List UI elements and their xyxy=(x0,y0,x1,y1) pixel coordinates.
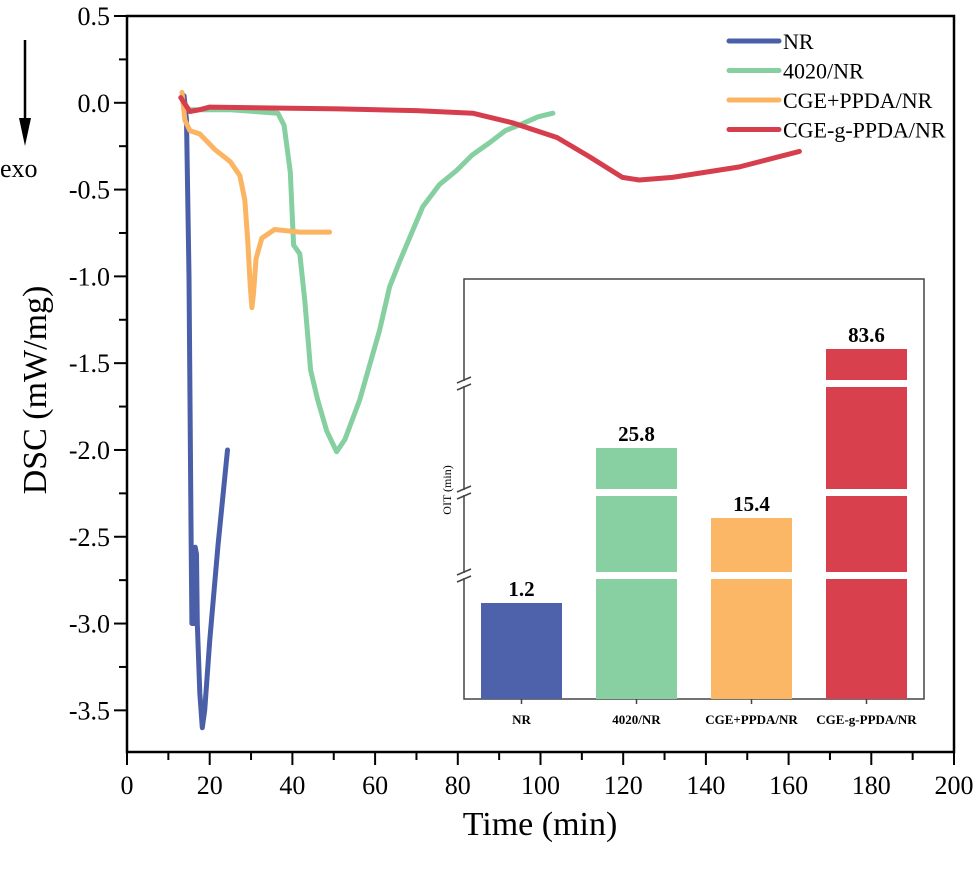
axis-break-gap xyxy=(825,380,908,387)
axis-break-gap xyxy=(595,572,678,579)
exo-label: exo xyxy=(0,154,38,183)
legend-label: NR xyxy=(783,29,814,54)
x-tick-label: 60 xyxy=(362,771,388,800)
x-tick-label: 160 xyxy=(769,771,808,800)
series-line-0 xyxy=(181,93,230,731)
series-line-2 xyxy=(179,89,333,311)
inset-y-axis-label: OIT (min) xyxy=(440,465,454,514)
series-line-3 xyxy=(178,95,802,183)
bar-cge-ppda-nr xyxy=(711,518,792,699)
axis-break-gap xyxy=(461,490,467,495)
x-tick-label: 120 xyxy=(604,771,643,800)
legend-label: 4020/NR xyxy=(783,59,864,84)
axis-break-mark xyxy=(456,383,472,391)
y-tick-label: -1.0 xyxy=(69,262,110,291)
x-tick-label: 0 xyxy=(121,771,134,800)
y-tick-label: -1.5 xyxy=(69,349,110,378)
y-axis-label: DSC (mW/mg) xyxy=(17,286,54,495)
y-tick-label: -3.5 xyxy=(69,696,110,725)
y-tick-label: 0.5 xyxy=(78,2,111,31)
exo-annotation: exo xyxy=(0,40,38,183)
bar-value-label: 83.6 xyxy=(848,323,885,347)
y-tick-label: -2.5 xyxy=(69,523,110,552)
legend: NR 4020/NR CGE+PPDA/NR CGE-g-PPDA/NR xyxy=(726,29,946,143)
axis-break-mark xyxy=(456,575,472,583)
axis-break-mark xyxy=(456,485,472,493)
inset-x-tick-label: 4020/NR xyxy=(612,712,661,727)
axis-break-mark xyxy=(456,376,472,384)
bar-value-label: 25.8 xyxy=(618,422,655,446)
axis-break-gap xyxy=(825,572,908,579)
axis-break-gap xyxy=(710,572,793,579)
inset-x-tick-label: CGE-g-PPDA/NR xyxy=(816,712,917,727)
main-axes: 0 20 40 60 80 100 120 140 160 180 200 0.5 0.0 -0.5 -1.… xyxy=(69,2,974,800)
x-tick-label: 80 xyxy=(445,771,471,800)
bar-cge-g-ppda-nr xyxy=(826,349,907,699)
bar-nr xyxy=(481,603,562,699)
y-tick-label: -0.5 xyxy=(69,176,110,205)
axis-break-mark xyxy=(456,568,472,576)
bar-value-label: 15.4 xyxy=(733,492,770,516)
bar-value-label: 1.2 xyxy=(508,577,534,601)
x-tick-label: 140 xyxy=(686,771,725,800)
axis-break-gap xyxy=(461,573,467,578)
axis-break-gap xyxy=(595,489,678,496)
axis-break-gap xyxy=(461,381,467,386)
inset-bar-chart: OIT (min) 1.2 NR 25.8 4020/NR 15.4 CGE+PPDA/NR… xyxy=(440,278,925,727)
axis-break-mark xyxy=(456,492,472,500)
main-lines xyxy=(178,89,802,731)
x-tick-label: 100 xyxy=(521,771,560,800)
y-tick-label: -3.0 xyxy=(69,610,110,639)
x-tick-label: 40 xyxy=(279,771,305,800)
legend-label: CGE-g-PPDA/NR xyxy=(783,118,946,143)
y-tick-label: -2.0 xyxy=(69,436,110,465)
axis-break-gap xyxy=(825,489,908,496)
x-tick-label: 20 xyxy=(197,771,223,800)
x-tick-label: 180 xyxy=(852,771,891,800)
legend-label: CGE+PPDA/NR xyxy=(783,88,933,113)
inset-x-tick-label: CGE+PPDA/NR xyxy=(705,712,798,727)
y-tick-label: 0.0 xyxy=(78,89,111,118)
x-tick-label: 200 xyxy=(935,771,974,800)
x-axis-label: Time (min) xyxy=(463,806,618,843)
arrow-head xyxy=(19,118,31,146)
series-line-1 xyxy=(180,100,556,455)
inset-x-tick-label: NR xyxy=(512,712,531,727)
